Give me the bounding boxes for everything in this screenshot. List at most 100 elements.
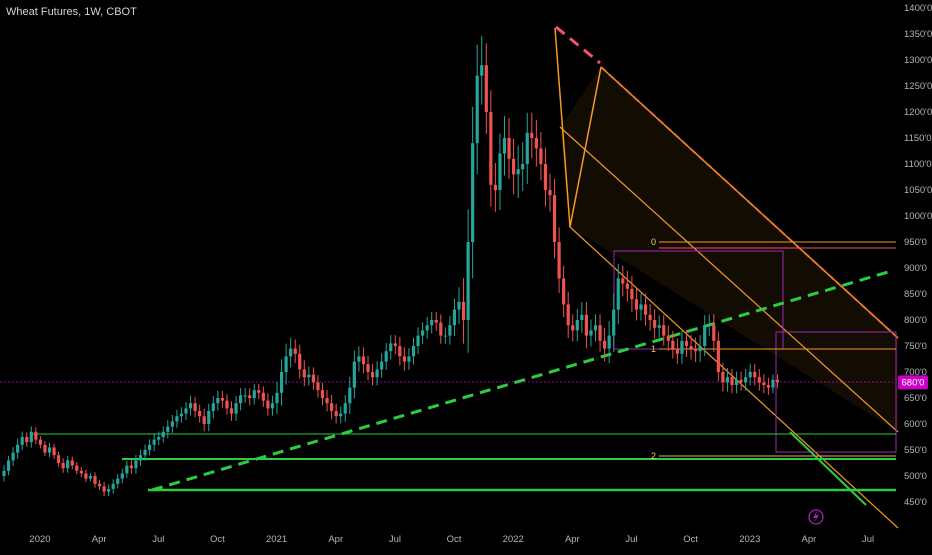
- candle-body: [543, 164, 548, 190]
- candle-body: [361, 356, 366, 365]
- candle-body: [593, 325, 598, 331]
- x-tick-label: Apr: [92, 534, 107, 545]
- candle-body: [466, 242, 470, 320]
- candle-body: [211, 403, 215, 411]
- y-tick-label: 1200'0: [904, 107, 932, 118]
- x-tick-label: Apr: [802, 534, 817, 545]
- candle-body: [430, 320, 434, 326]
- candle-body: [107, 489, 111, 492]
- candle-body: [25, 437, 29, 443]
- candle-body: [411, 346, 416, 357]
- bolt-icon[interactable]: [808, 509, 824, 525]
- candle-body: [402, 356, 406, 362]
- candle-body: [343, 403, 347, 414]
- candle-body: [184, 408, 188, 414]
- candle-body: [493, 184, 497, 190]
- candle-body: [689, 346, 693, 349]
- y-tick-label: 1400'0: [904, 3, 932, 14]
- candle-body: [762, 382, 766, 385]
- candle-body: [148, 444, 152, 450]
- candle-body: [134, 460, 138, 469]
- y-tick-label: 450'0: [904, 497, 927, 508]
- candle-body: [293, 348, 297, 354]
- candle-body: [284, 356, 288, 372]
- fib-label-2: 2: [651, 451, 656, 461]
- candle-body: [562, 278, 566, 305]
- candle-body: [452, 309, 457, 326]
- candle-body: [680, 340, 684, 354]
- y-tick-label: 800'0: [904, 315, 927, 326]
- candle-body: [461, 301, 466, 320]
- candle-body: [443, 335, 447, 337]
- candle-body: [616, 278, 620, 310]
- candle-body: [161, 431, 165, 437]
- candle-body: [539, 148, 543, 164]
- x-tick-label: Oct: [447, 534, 462, 545]
- candle-body: [225, 400, 229, 409]
- y-tick-label: 1350'0: [904, 29, 932, 40]
- candle-body: [566, 304, 570, 326]
- price-badge: 680'0: [898, 375, 928, 390]
- candle-body: [589, 330, 593, 336]
- x-axis[interactable]: 2020 Apr Jul Oct 2021 Apr Jul Oct 2022 Apr Jul Oct 2…: [29, 534, 874, 545]
- candle-body: [216, 398, 220, 404]
- candle-body: [289, 348, 293, 357]
- y-tick-label: 1050'0: [904, 185, 932, 196]
- x-tick-label: 2022: [503, 534, 524, 545]
- candle-body: [57, 455, 61, 463]
- candle-body: [662, 325, 666, 336]
- candle-body: [584, 314, 588, 336]
- price-badge-background: [898, 375, 928, 390]
- candle-body: [471, 143, 475, 242]
- candle-body: [571, 325, 575, 331]
- candle-body: [143, 450, 147, 456]
- candle-body: [712, 325, 716, 341]
- channel-fill: [560, 67, 898, 432]
- candle-body: [93, 476, 97, 484]
- candle-body: [575, 320, 579, 331]
- candle-body: [634, 299, 639, 310]
- candle-body: [666, 335, 670, 341]
- candle-body: [102, 486, 106, 492]
- y-tick-label: 700'0: [904, 367, 927, 378]
- candle-body: [621, 278, 625, 284]
- candle-body: [188, 403, 193, 409]
- candle-body: [389, 343, 393, 352]
- candle-body: [380, 361, 384, 370]
- candle-body: [694, 348, 698, 352]
- y-axis[interactable]: 1400'0 1350'0 1300'0 1250'0 1200'0 1150'0 1100…: [904, 3, 932, 508]
- candle-body: [239, 395, 243, 404]
- candle-body: [29, 431, 33, 443]
- projection-line: [789, 431, 867, 506]
- candle-body: [179, 413, 184, 417]
- candle-body: [2, 470, 6, 476]
- candle-body: [316, 382, 320, 391]
- candle-body: [207, 411, 211, 424]
- candle-body: [639, 304, 643, 310]
- candle-body: [66, 460, 70, 469]
- candle-body: [625, 283, 629, 289]
- candle-body: [612, 309, 616, 336]
- candle-body: [248, 395, 252, 398]
- candle-body: [548, 190, 552, 196]
- candle-body: [75, 465, 79, 471]
- candle-body: [129, 465, 133, 469]
- x-tick-label: Oct: [210, 534, 225, 545]
- candle-body: [193, 403, 197, 411]
- candle-body: [730, 377, 734, 385]
- x-tick-label: Apr: [328, 534, 343, 545]
- candle-body: [657, 325, 661, 328]
- candle-body: [116, 478, 120, 484]
- candle-body: [707, 325, 711, 327]
- chart-title: Wheat Futures, 1W, CBOT: [6, 6, 137, 18]
- candle-body: [384, 351, 388, 362]
- candle-body: [425, 325, 429, 331]
- candle-body: [61, 463, 65, 469]
- candle-body: [516, 169, 520, 175]
- candle-body: [370, 372, 375, 378]
- candle-body: [775, 379, 780, 383]
- candle-body: [739, 379, 743, 383]
- y-tick-label: 500'0: [904, 471, 927, 482]
